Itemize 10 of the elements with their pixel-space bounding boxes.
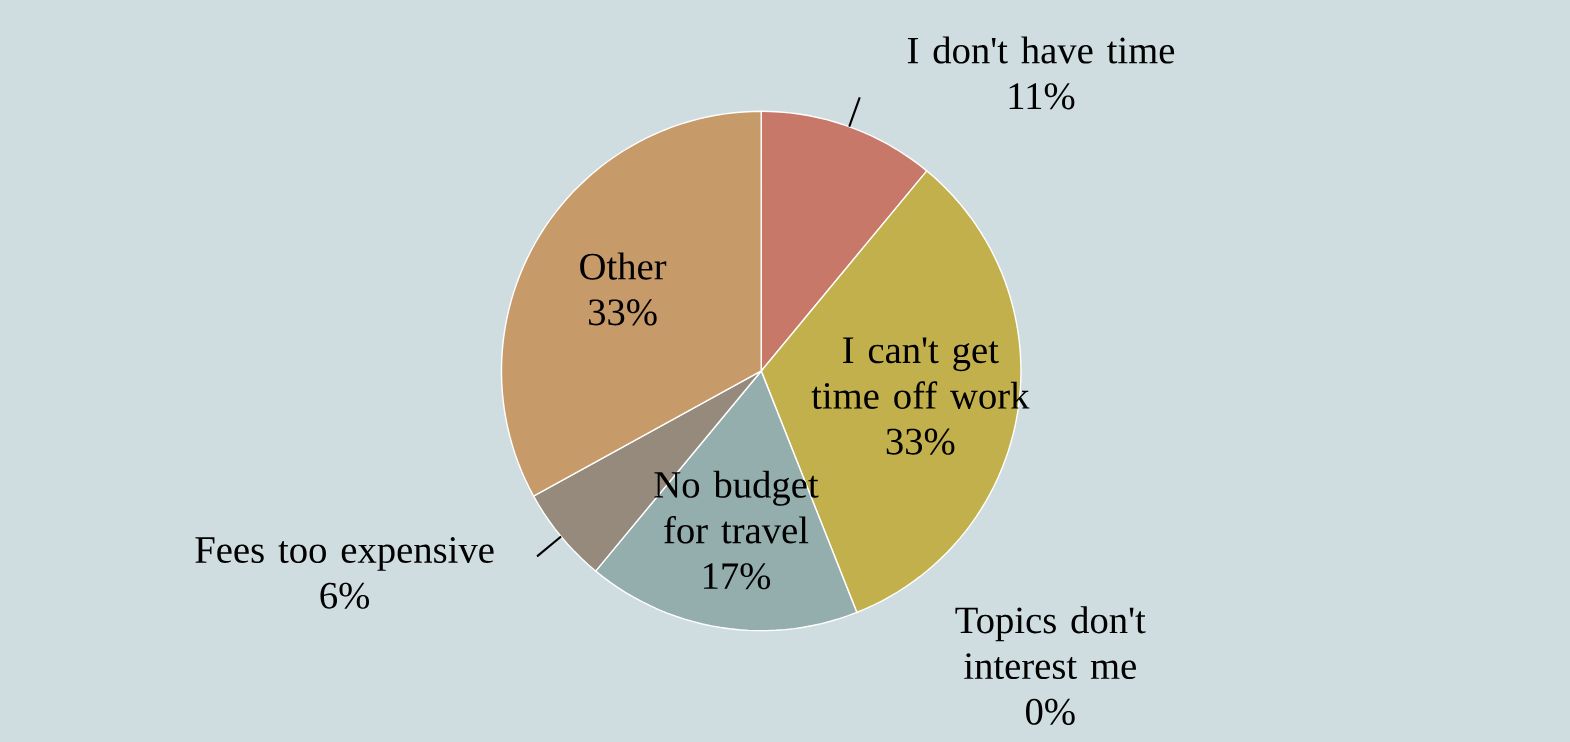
slice-label: Fees too expensive <box>195 537 494 571</box>
data-label: 17% <box>703 563 771 590</box>
data-label: 33% <box>886 428 955 455</box>
data-label: 33% <box>589 299 657 326</box>
data-label: 6% <box>320 582 370 609</box>
slice-label: I don't have time <box>907 36 1175 64</box>
slice-label: Other <box>580 252 667 280</box>
data-label: 11% <box>1009 83 1075 110</box>
category-label: Topics don't interest me <box>955 606 1146 680</box>
text: 0% <box>1026 698 1075 725</box>
